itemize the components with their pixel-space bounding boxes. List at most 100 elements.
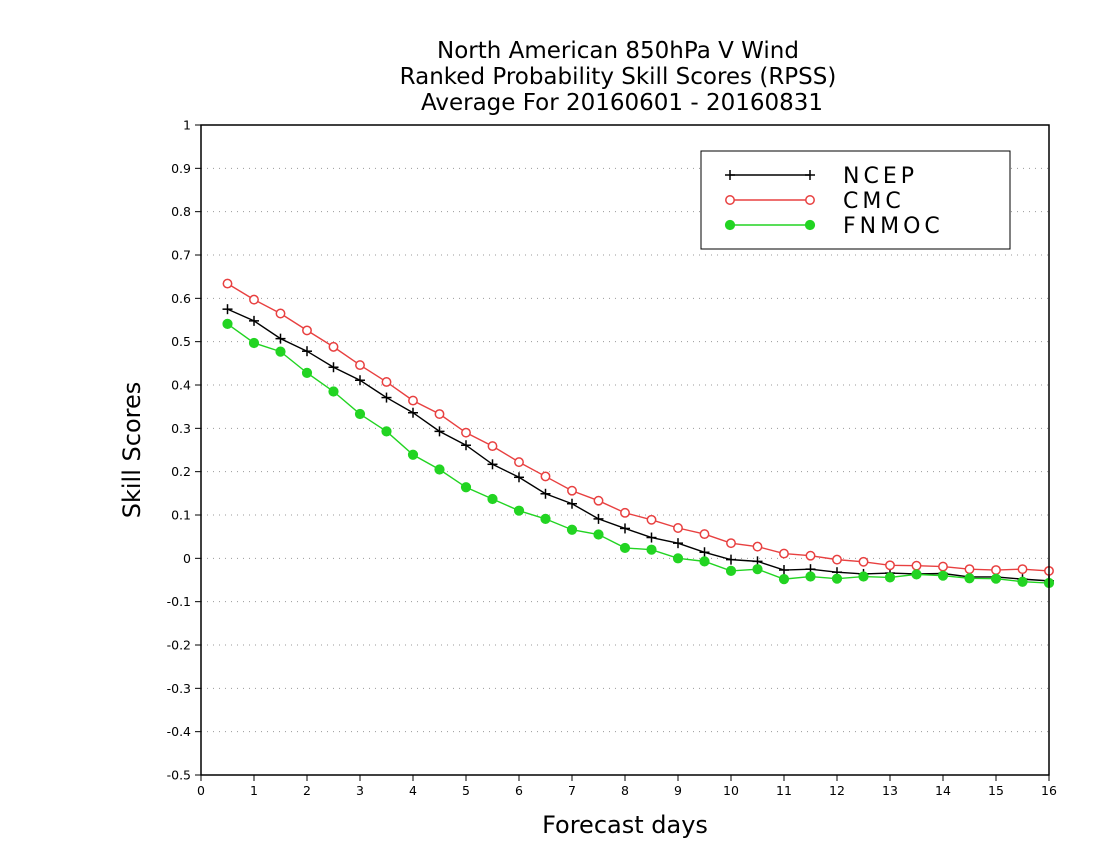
x-tick-label: 15 — [988, 783, 1004, 798]
data-point — [831, 573, 843, 584]
x-tick-label: 4 — [409, 783, 417, 798]
chart-title-line-2: Ranked Probability Skill Scores (RPSS) — [400, 64, 837, 90]
data-point — [461, 440, 471, 451]
data-point — [937, 570, 949, 581]
data-point — [222, 318, 233, 329]
data-point — [328, 362, 339, 373]
y-tick-label: 0.5 — [171, 334, 191, 349]
x-tick-label: 16 — [1041, 783, 1057, 798]
data-point — [487, 459, 498, 470]
data-point — [620, 523, 630, 534]
y-tick-label: 0.2 — [171, 464, 191, 479]
x-tick-label: 11 — [776, 783, 792, 798]
y-tick-label: -0.3 — [167, 681, 191, 696]
y-tick-label: 0.3 — [171, 421, 191, 436]
data-point — [434, 426, 445, 437]
data-point — [301, 367, 313, 378]
data-point — [620, 507, 630, 518]
x-tick-label: 2 — [303, 783, 311, 798]
data-point — [779, 565, 789, 576]
data-point — [540, 488, 551, 499]
x-tick-label: 13 — [882, 783, 898, 798]
data-point — [805, 195, 815, 205]
data-point — [619, 542, 631, 554]
data-point — [487, 441, 498, 452]
y-axis-label: Skill Scores — [118, 382, 146, 519]
x-tick-label: 8 — [621, 783, 629, 798]
data-point — [381, 392, 392, 403]
y-tick-label: -0.1 — [167, 594, 191, 609]
data-point — [249, 294, 259, 305]
data-point — [672, 553, 684, 564]
chart-title-line-3: Average For 20160601 - 20160831 — [421, 90, 823, 116]
data-point — [461, 427, 471, 438]
data-point — [911, 569, 922, 580]
data-point — [964, 564, 975, 575]
data-point — [752, 541, 763, 552]
x-axis-label: Forecast days — [542, 811, 708, 839]
data-point — [884, 572, 896, 583]
data-point — [355, 360, 365, 371]
data-point — [804, 219, 816, 231]
data-point — [593, 513, 604, 524]
legend-label: FNMOC — [843, 214, 944, 239]
data-point — [724, 219, 736, 231]
data-point — [1017, 576, 1028, 587]
data-point — [699, 529, 710, 540]
data-point — [699, 556, 710, 567]
y-tick-label: -0.4 — [167, 724, 191, 739]
data-point — [725, 195, 735, 205]
data-point — [355, 375, 365, 386]
data-point — [646, 544, 657, 555]
legend-label: NCEP — [843, 164, 918, 189]
data-point — [407, 449, 419, 460]
legend-item-fnmoc: FNMOC — [724, 214, 944, 239]
data-point — [911, 560, 922, 571]
data-point — [302, 325, 312, 336]
data-point — [540, 513, 551, 525]
data-point — [381, 426, 392, 437]
data-point — [328, 341, 339, 352]
data-point — [460, 482, 472, 493]
y-tick-label: 0.8 — [171, 204, 191, 219]
y-tick-label: 0.4 — [171, 378, 191, 393]
data-point — [805, 170, 815, 180]
data-point — [381, 377, 392, 387]
series-line — [227, 283, 1050, 572]
data-point — [222, 278, 233, 289]
data-point — [248, 337, 260, 349]
data-point — [673, 538, 683, 549]
y-tick-label: -0.5 — [167, 768, 191, 783]
y-tick-label: 0.7 — [171, 248, 191, 263]
x-tick-label: 10 — [723, 783, 739, 798]
data-point — [249, 315, 259, 326]
y-tick-label: 0 — [183, 551, 191, 566]
data-point — [275, 308, 286, 319]
data-point — [805, 550, 816, 561]
data-point — [673, 523, 683, 533]
data-point — [514, 457, 524, 468]
data-point — [354, 408, 366, 420]
data-point — [646, 532, 657, 543]
y-tick-label: 0.6 — [171, 291, 191, 306]
legend-item-ncep: NCEP — [725, 164, 918, 189]
gridlines — [201, 167, 1049, 733]
data-point — [593, 495, 604, 506]
data-point — [646, 514, 657, 525]
data-point — [222, 304, 233, 315]
data-point — [752, 564, 763, 575]
x-tick-label: 14 — [935, 783, 951, 798]
data-point — [805, 571, 816, 582]
data-point — [567, 498, 577, 509]
data-point — [990, 573, 1002, 584]
data-point — [487, 493, 498, 505]
x-tick-label: 9 — [674, 783, 682, 798]
data-point — [408, 395, 418, 406]
data-point — [593, 529, 604, 540]
data-point — [726, 538, 736, 549]
data-point — [566, 524, 578, 535]
data-point — [938, 561, 948, 572]
x-axis-ticks: 0 1 2 3 4 5 6 7 8 9 10 11 12 13 14 15 16 — [197, 775, 1057, 798]
